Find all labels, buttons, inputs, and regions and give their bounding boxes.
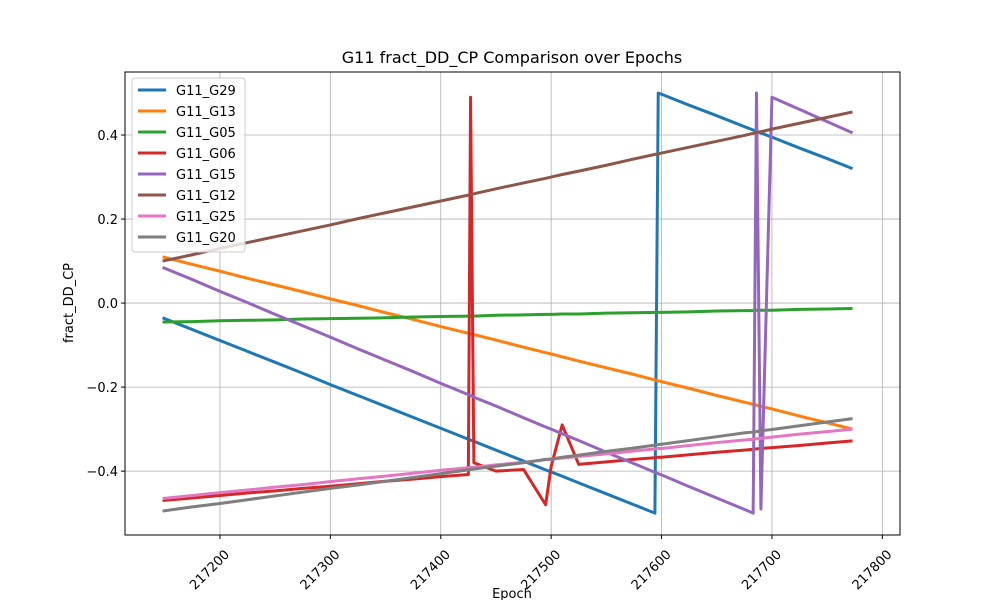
legend-label: G11_G25 (176, 210, 236, 225)
legend-label: G11_G12 (176, 189, 236, 204)
y-tick-label: −0.4 (86, 465, 118, 480)
chart-title: G11 fract_DD_CP Comparison over Epochs (342, 48, 682, 68)
data-line (162, 110, 853, 263)
data-line (162, 255, 853, 431)
x-tick-label: 217600 (629, 547, 675, 593)
y-axis-label: fract_DD_CP (62, 263, 77, 343)
x-tick-label: 217300 (298, 547, 344, 593)
y-tick-label: −0.2 (86, 381, 118, 396)
y-tick-label: 0.4 (97, 129, 118, 144)
legend-label: G11_G29 (176, 84, 236, 99)
plot-area (161, 91, 854, 515)
x-axis-label: Epoch (492, 587, 532, 600)
data-line (162, 417, 853, 513)
x-tick-label: 217800 (850, 547, 896, 593)
x-tick-label: 217500 (518, 547, 564, 593)
legend-label: G11_G06 (176, 147, 236, 162)
y-tick-label: 0.2 (97, 213, 118, 228)
data-line (161, 91, 854, 515)
legend-label: G11_G05 (176, 126, 236, 141)
legend-box (131, 77, 246, 253)
x-tick-label: 217700 (739, 547, 785, 593)
legend: G11_G29 G11_G13 G11_G05 G11_G06 G11_G15 G11_G… (131, 77, 246, 253)
legend-label: G11_G20 (176, 231, 236, 246)
axes-frame (124, 71, 901, 536)
x-tick-label: 217400 (408, 547, 454, 593)
x-tick-label: 217200 (187, 547, 233, 593)
y-tick-label: 0.0 (97, 297, 118, 312)
data-line (162, 95, 853, 507)
legend-label: G11_G15 (176, 168, 236, 183)
legend-label: G11_G13 (176, 105, 236, 120)
